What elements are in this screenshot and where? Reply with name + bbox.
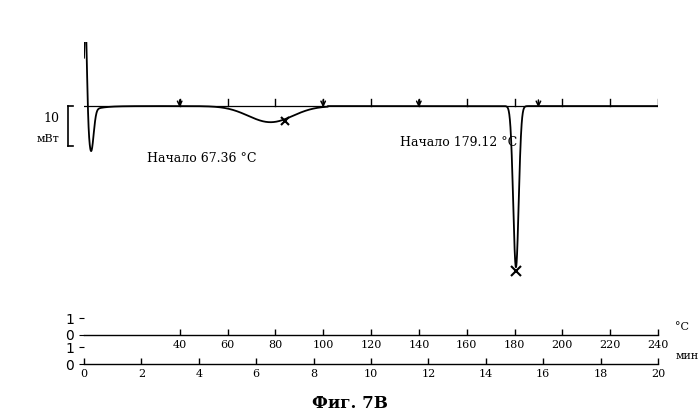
Text: Фиг. 7В: Фиг. 7В [312,395,388,412]
Text: Начало 67.36 °С: Начало 67.36 °С [147,153,257,166]
Text: 10: 10 [43,111,59,125]
Text: мВт: мВт [36,134,60,144]
Text: мин: мин [676,351,699,361]
Text: Начало 179.12 °С: Начало 179.12 °С [400,136,517,149]
Text: °С: °С [675,322,689,332]
